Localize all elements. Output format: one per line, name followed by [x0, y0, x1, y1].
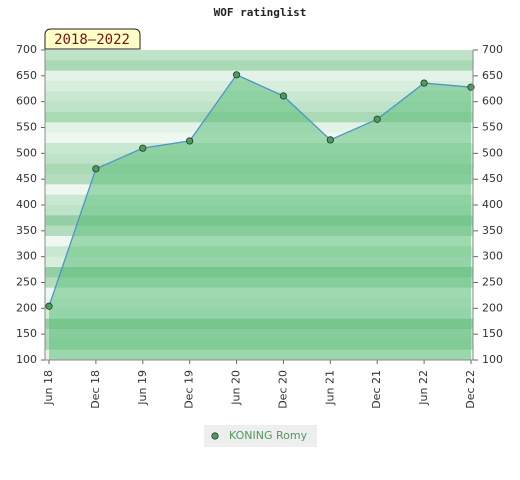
y2-tick-label: 600: [482, 95, 503, 108]
y-tick-label: 600: [16, 95, 37, 108]
y2-tick-label: 150: [482, 327, 503, 340]
y-tick-label: 350: [16, 224, 37, 237]
area: [49, 74, 471, 361]
y2-tick-label: 350: [482, 224, 503, 237]
y2-tick-label: 200: [482, 301, 503, 314]
x-tick-label: Dec 22: [464, 370, 477, 409]
x-tick-label: Jun 19: [136, 370, 149, 406]
point: [373, 115, 381, 123]
y2-tick-label: 550: [482, 121, 503, 134]
legend-marker: [211, 432, 219, 440]
y-tick-label: 150: [16, 327, 37, 340]
y2-tick-label: 250: [482, 276, 503, 289]
y-tick-label: 450: [16, 172, 37, 185]
x-tick-label: Jun 21: [323, 370, 336, 406]
y2-tick-label: 650: [482, 69, 503, 82]
point: [139, 144, 147, 152]
legend-label: KONING Romy: [229, 429, 308, 442]
y2-tick-label: 400: [482, 198, 503, 211]
point: [279, 92, 288, 100]
y-tick-label: 700: [16, 43, 37, 56]
x-tick-label: Dec 18: [89, 370, 102, 409]
line: [48, 73, 472, 307]
y-tick-label: 300: [16, 250, 37, 263]
y-tick-label: 500: [16, 146, 37, 159]
x-tick-label: Jun 18: [42, 370, 55, 406]
annotation: 2018–2022: [54, 32, 130, 48]
annotation-box: [44, 28, 141, 50]
background-band: [45, 60, 473, 72]
y-tick-label: 550: [16, 121, 37, 134]
chart-title: WOF ratinglist: [214, 6, 307, 19]
y-tick-label: 650: [16, 69, 37, 82]
point: [92, 165, 100, 173]
legend-box: [204, 425, 317, 447]
y-tick-label: 200: [16, 301, 37, 314]
point: [186, 137, 194, 145]
y2-tick-label: 300: [482, 250, 503, 263]
y-tick-label: 400: [16, 198, 37, 211]
point: [420, 79, 428, 87]
background-band: [45, 70, 473, 82]
point: [326, 136, 334, 144]
x-tick-label: Jun 20: [230, 370, 243, 406]
y2-tick-label: 700: [482, 43, 503, 56]
y2-tick-label: 450: [482, 172, 503, 185]
y-tick-label: 250: [16, 276, 37, 289]
y-tick-label: 100: [16, 353, 37, 366]
y2-tick-label: 100: [482, 353, 503, 366]
x-tick-label: Dec 21: [370, 370, 383, 409]
point: [45, 302, 53, 310]
point: [232, 71, 241, 79]
x-tick-label: Dec 19: [183, 370, 196, 409]
x-tick-label: Dec 20: [276, 370, 289, 409]
y2-tick-label: 500: [482, 146, 503, 159]
x-tick-label: Jun 22: [417, 370, 430, 406]
background-band: [45, 50, 473, 61]
